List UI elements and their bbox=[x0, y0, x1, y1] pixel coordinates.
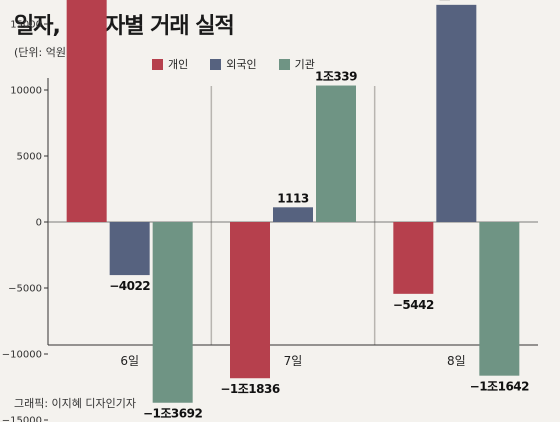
data-label: 1조6452 bbox=[431, 0, 481, 3]
y-tick-label: 10000 bbox=[10, 86, 42, 97]
bar bbox=[393, 222, 434, 294]
legend: 개인 외국인 기관 bbox=[152, 56, 315, 72]
legend-item-institution: 기관 bbox=[278, 56, 315, 72]
data-label: −1조3692 bbox=[143, 407, 202, 421]
data-label: −4022 bbox=[109, 279, 150, 293]
data-label: 1113 bbox=[277, 191, 309, 205]
legend-label-individual: 개인 bbox=[168, 58, 189, 71]
legend-label-institution: 기관 bbox=[294, 58, 315, 71]
legend-swatch-foreign bbox=[210, 58, 222, 70]
x-category-label: 6일 bbox=[120, 354, 139, 368]
bar bbox=[230, 222, 270, 379]
chart-title: 일자, 투자자별 거래 실적 bbox=[14, 14, 235, 39]
unit-label: (단위: 억원) bbox=[14, 46, 71, 59]
x-category-label: 7일 bbox=[284, 354, 303, 368]
x-category-label: 8일 bbox=[447, 354, 466, 368]
legend-item-foreign: 외국인 bbox=[210, 56, 257, 72]
bar bbox=[479, 222, 520, 376]
data-label: −1조1642 bbox=[470, 380, 529, 394]
bar bbox=[152, 222, 193, 403]
bar bbox=[316, 85, 356, 222]
data-label: −1조1836 bbox=[220, 382, 279, 396]
y-tick-label: 0 bbox=[36, 218, 42, 229]
graphic-credit: 그래픽: 이지혜 디자인기자 bbox=[14, 397, 137, 410]
data-label: 1조339 bbox=[315, 70, 357, 84]
y-tick-label: −15000 bbox=[2, 416, 42, 422]
legend-label-foreign: 외국인 bbox=[226, 58, 257, 71]
bar bbox=[436, 4, 477, 222]
data-label: −5442 bbox=[393, 298, 434, 312]
y-tick-label: −5000 bbox=[8, 284, 42, 295]
legend-swatch-institution bbox=[278, 58, 290, 70]
bar bbox=[66, 0, 107, 222]
y-tick-label: 5000 bbox=[17, 152, 42, 163]
bar bbox=[109, 222, 150, 276]
legend-swatch-individual bbox=[152, 58, 163, 70]
bar bbox=[273, 207, 313, 222]
legend-item-individual: 개인 bbox=[152, 56, 188, 72]
y-tick-label: −10000 bbox=[2, 350, 42, 361]
y-tick-label: 15000 bbox=[10, 20, 42, 31]
